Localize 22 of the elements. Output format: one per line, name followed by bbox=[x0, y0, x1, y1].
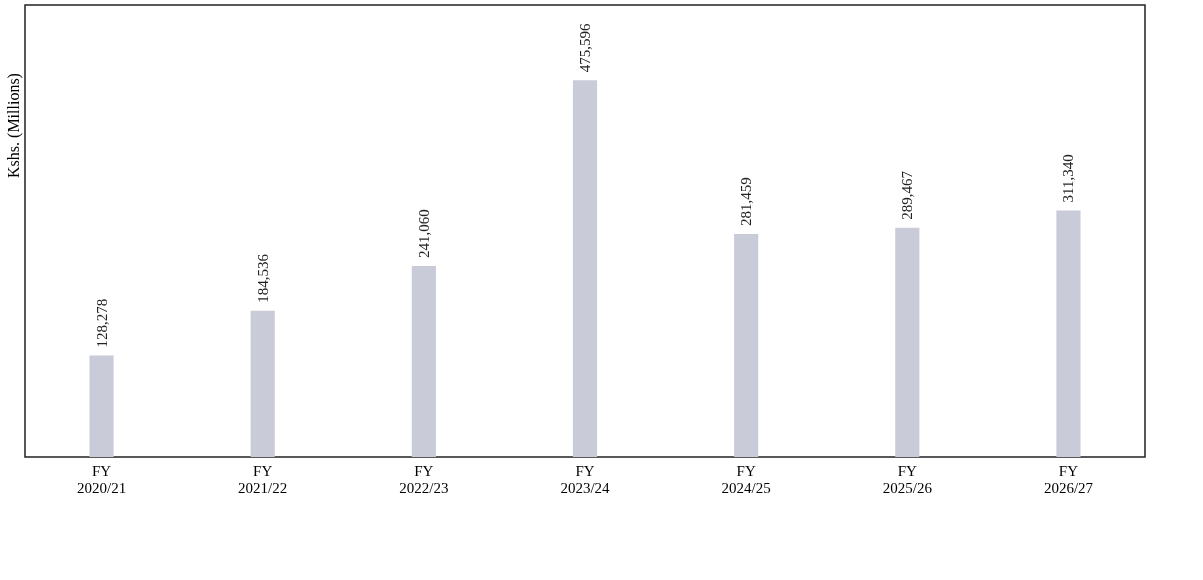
x-tick-label: FY 2022/23 bbox=[399, 462, 449, 496]
bar bbox=[1056, 210, 1081, 457]
data-label: 184,536 bbox=[254, 253, 271, 303]
bar bbox=[89, 355, 114, 457]
bar bbox=[411, 266, 436, 457]
x-tick-label: FY 2024/25 bbox=[721, 462, 771, 496]
data-label: 289,467 bbox=[899, 170, 916, 220]
data-label: 475,596 bbox=[577, 23, 593, 73]
bar bbox=[895, 227, 920, 457]
data-label: 311,340 bbox=[1060, 154, 1077, 203]
data-label: 241,060 bbox=[415, 209, 432, 259]
bar bbox=[734, 234, 759, 457]
x-tick-label: FY 2025/26 bbox=[882, 462, 933, 496]
data-label: 281,459 bbox=[738, 177, 755, 227]
x-tick-label: FY 2021/22 bbox=[238, 462, 288, 496]
bar bbox=[572, 80, 598, 457]
data-label: 128,278 bbox=[93, 298, 110, 348]
x-tick-label: FY 2020/21 bbox=[76, 462, 127, 496]
x-tick-label: FY 2026/27 bbox=[1043, 462, 1094, 496]
x-tick-label: FY 2023/24 bbox=[560, 462, 611, 496]
y-axis-title: Kshs. (Millions) bbox=[4, 73, 23, 178]
bar bbox=[250, 310, 275, 457]
